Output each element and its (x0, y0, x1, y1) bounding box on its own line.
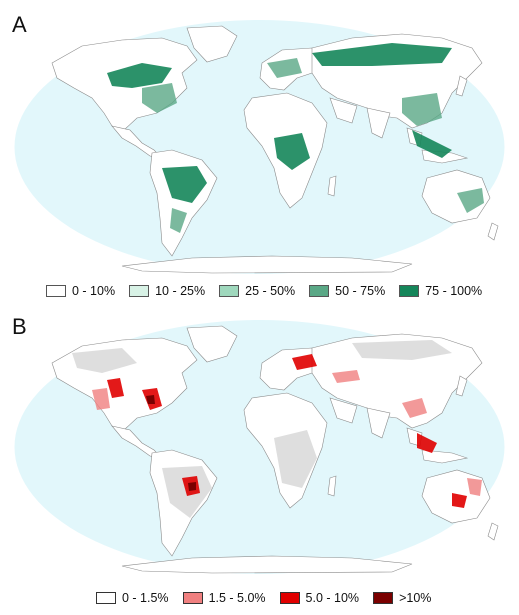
legend-b-item: >10% (373, 591, 431, 605)
legend-a-swatch (129, 285, 150, 297)
legend-b-label: 0 - 1.5% (122, 591, 169, 605)
legend-b-item: 5.0 - 10% (279, 591, 360, 605)
legend-b-item: 0 - 1.5% (96, 591, 169, 605)
legend-b-label: 1.5 - 5.0% (208, 591, 266, 605)
legend-b-swatch (279, 592, 300, 604)
legend-a-item: 0 - 10% (46, 284, 115, 298)
legend-a-item: 75 - 100% (399, 284, 482, 298)
legend-a-label: 10 - 25% (155, 284, 206, 298)
legend-b-item: 1.5 - 5.0% (182, 591, 266, 605)
legend-a-item: 10 - 25% (129, 284, 205, 298)
map-a-forest-high (107, 43, 452, 203)
panel-a-label: A (12, 12, 27, 37)
map-a-forest-mid (142, 58, 484, 233)
map-a-forest-cover (14, 20, 505, 274)
legend-a-swatch (219, 285, 240, 297)
legend-b-swatch (373, 592, 394, 604)
panel-b-label: B (12, 314, 27, 339)
legend-b-label: 5.0 - 10% (305, 591, 360, 605)
legend-b-label: >10% (399, 591, 432, 605)
map-b-no-data (72, 340, 452, 518)
legend-a-label: 75 - 100% (425, 284, 483, 298)
legend-a-item: 25 - 50% (219, 284, 295, 298)
map-b-loss-very-high (146, 395, 196, 491)
legend-a-label: 50 - 75% (335, 284, 386, 298)
legend-b-swatch (96, 592, 116, 604)
legend-b-swatch (182, 592, 203, 604)
legend-a-swatch (309, 285, 330, 297)
legend-a-swatch (399, 285, 420, 297)
legend-a-item: 50 - 75% (309, 284, 385, 298)
legend-a: 0 - 10% 10 - 25% 25 - 50% 50 - 75% 75 - … (46, 284, 482, 298)
legend-a-label: 25 - 50% (245, 284, 296, 298)
map-b-loss-low (92, 370, 482, 496)
map-b-loss-high (107, 354, 467, 508)
legend-a-label: 0 - 10% (72, 284, 116, 298)
legend-b: 0 - 1.5% 1.5 - 5.0% 5.0 - 10% >10% (96, 591, 431, 605)
map-b-forest-loss (14, 320, 505, 574)
legend-a-swatch (46, 285, 66, 297)
